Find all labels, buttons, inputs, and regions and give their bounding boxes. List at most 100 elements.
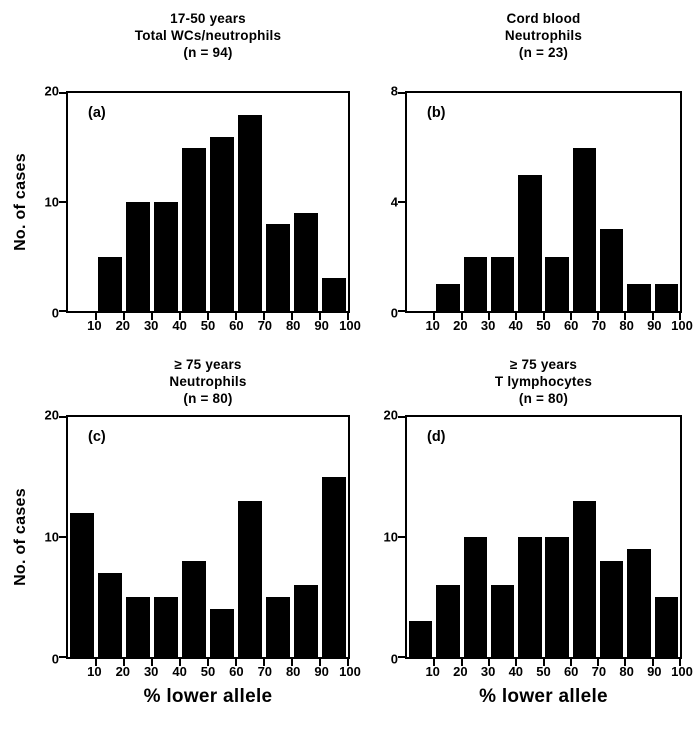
x-tick-label: 30 <box>143 664 159 679</box>
x-tick-mark <box>515 659 518 666</box>
histogram-bar <box>545 537 569 657</box>
y-tick-mark <box>59 201 66 203</box>
x-tick-label: 50 <box>200 318 216 333</box>
histogram-bar <box>627 283 651 311</box>
y-tick-label: 10 <box>383 529 398 545</box>
y-axis-label: No. of cases <box>12 488 29 586</box>
x-tick-mark <box>624 659 627 666</box>
histogram-bar <box>209 609 235 657</box>
x-tick-mark <box>123 313 125 320</box>
histogram-bar <box>463 256 487 311</box>
x-tick-label: 80 <box>285 318 301 333</box>
plot-area: (a) <box>59 91 350 320</box>
x-tick-label: 60 <box>563 318 579 333</box>
histogram-bar <box>125 202 151 311</box>
histogram-bar <box>572 147 597 311</box>
x-tick-label: 60 <box>563 664 579 679</box>
histogram-bar <box>237 501 263 657</box>
y-axis-label-area: No. of cases <box>8 415 34 659</box>
panel-a: 17-50 years Total WCs/neutrophils (n = 9… <box>0 0 361 352</box>
x-tick-labels: 10 20 30 40 50 60 70 80 90 100 <box>66 313 361 337</box>
x-tick-label: 90 <box>647 664 662 679</box>
y-tick-label: 4 <box>390 194 398 210</box>
x-tick-label: 40 <box>172 664 187 679</box>
x-tick-mark <box>460 313 463 320</box>
x-tick-label: 20 <box>115 664 131 679</box>
panel-letter: (d) <box>427 429 446 445</box>
y-tick-mark <box>398 310 405 312</box>
y-tick-label: 20 <box>44 83 59 99</box>
x-tick-label: 70 <box>591 664 607 679</box>
panel-title: Cord blood Neutrophils (n = 23) <box>405 10 682 61</box>
y-tick-label: 0 <box>51 305 59 321</box>
y-tick-label: 20 <box>44 407 59 423</box>
x-tick-mark <box>569 313 572 320</box>
x-tick-mark <box>235 313 237 320</box>
x-tick-mark <box>347 659 349 666</box>
x-tick-label: 90 <box>647 318 662 333</box>
x-tick-mark <box>433 659 436 666</box>
title-line: ≥ 75 years <box>509 357 578 372</box>
histogram-bar <box>321 477 347 657</box>
x-tick-mark <box>460 659 463 666</box>
histogram-bar <box>654 597 679 657</box>
x-tick-label: 30 <box>480 664 496 679</box>
x-tick-mark <box>347 313 349 320</box>
panel-d: ≥ 75 years T lymphocytes (n = 80) 0 10 20 … <box>361 352 698 738</box>
x-tick-mark <box>207 659 209 666</box>
x-axis-label: % lower allele <box>479 686 608 707</box>
y-tick-labels: 0 10 20 <box>34 85 66 320</box>
histogram-bar <box>627 549 651 657</box>
x-tick-mark <box>679 659 681 666</box>
title-line: Total WCs/neutrophils <box>134 28 282 43</box>
x-tick-mark <box>179 313 181 320</box>
x-tick-label: 80 <box>619 318 634 333</box>
histogram-bar <box>463 537 487 657</box>
histogram-bar <box>600 561 624 657</box>
x-tick-label: 60 <box>229 664 244 679</box>
histogram-bar <box>153 597 179 657</box>
x-tick-label: 70 <box>591 318 607 333</box>
title-line: (n = 23) <box>518 45 569 60</box>
x-tick-mark <box>263 659 265 666</box>
y-tick-mark <box>398 201 405 203</box>
x-tick-mark <box>487 313 490 320</box>
x-tick-mark <box>95 313 97 320</box>
x-tick-mark <box>207 313 209 320</box>
x-tick-label: 10 <box>87 318 102 333</box>
histogram-bar <box>545 256 569 311</box>
x-tick-mark <box>95 659 97 666</box>
histogram-bar <box>572 501 597 657</box>
x-tick-label: 70 <box>257 664 273 679</box>
x-tick-mark <box>235 659 237 666</box>
y-tick-mark <box>59 92 66 94</box>
title-line: (n = 80) <box>183 391 233 406</box>
x-tick-mark <box>319 313 321 320</box>
histogram-bar <box>293 585 319 657</box>
panel-c: ≥ 75 years Neutrophils (n = 80) No. of c… <box>0 352 361 738</box>
x-tick-mark <box>291 313 293 320</box>
histogram-bar <box>654 283 679 311</box>
x-tick-label: 100 <box>671 664 693 679</box>
histogram-bar <box>436 283 460 311</box>
title-line: ≥ 75 years <box>174 357 242 372</box>
title-line: Cord blood <box>506 11 581 26</box>
panel-letter: (c) <box>88 429 106 445</box>
plot-area: (b) <box>398 91 682 320</box>
plot-row: No. of cases 0 10 20 (a) <box>8 85 361 320</box>
y-tick-mark <box>59 536 66 538</box>
x-tick-mark <box>542 313 545 320</box>
y-tick-label: 8 <box>390 83 398 99</box>
title-line: Neutrophils <box>169 374 247 389</box>
y-tick-mark <box>59 310 66 312</box>
x-tick-mark <box>319 659 321 666</box>
x-tick-mark <box>179 659 181 666</box>
x-tick-mark <box>433 313 436 320</box>
y-tick-label: 10 <box>44 529 59 545</box>
y-tick-label: 20 <box>383 407 398 423</box>
x-tick-label: 50 <box>200 664 216 679</box>
y-tick-label: 0 <box>390 305 398 321</box>
histogram-bar <box>69 513 95 657</box>
x-tick-label: 20 <box>115 318 131 333</box>
